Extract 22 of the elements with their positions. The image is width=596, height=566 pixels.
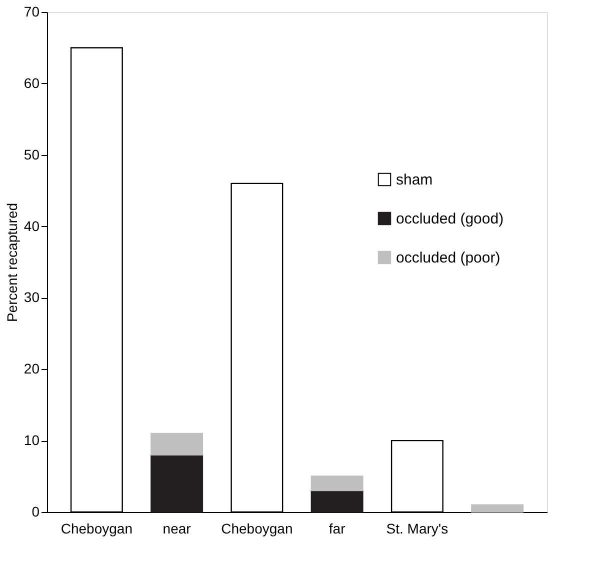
bar	[150, 454, 204, 513]
bar	[150, 432, 204, 456]
x-tick-label: Cheboygan	[221, 520, 293, 536]
y-tick-label: 40	[24, 218, 40, 234]
y-tick-label: 70	[24, 4, 40, 20]
y-tick-label: 20	[24, 360, 40, 377]
legend-label: sham	[396, 172, 433, 188]
x-tick-label: far	[328, 520, 346, 536]
bar	[310, 476, 364, 492]
y-tick-label: 0	[32, 504, 40, 520]
bar	[310, 490, 364, 513]
x-tick-label: Cheboygan	[60, 520, 132, 536]
legend-label: occluded (poor)	[396, 250, 500, 266]
x-tick-label: St. Mary's	[386, 520, 448, 536]
y-tick-label: 30	[24, 289, 40, 306]
bar	[471, 504, 524, 513]
y-tick-label: 60	[24, 74, 40, 91]
y-axis-title: Percent recaptured	[4, 202, 20, 322]
y-tick-label: 50	[24, 146, 40, 162]
x-tick-label: near	[162, 520, 192, 536]
legend-label: occluded (good)	[396, 210, 504, 228]
y-tick-label: 10	[24, 432, 40, 448]
